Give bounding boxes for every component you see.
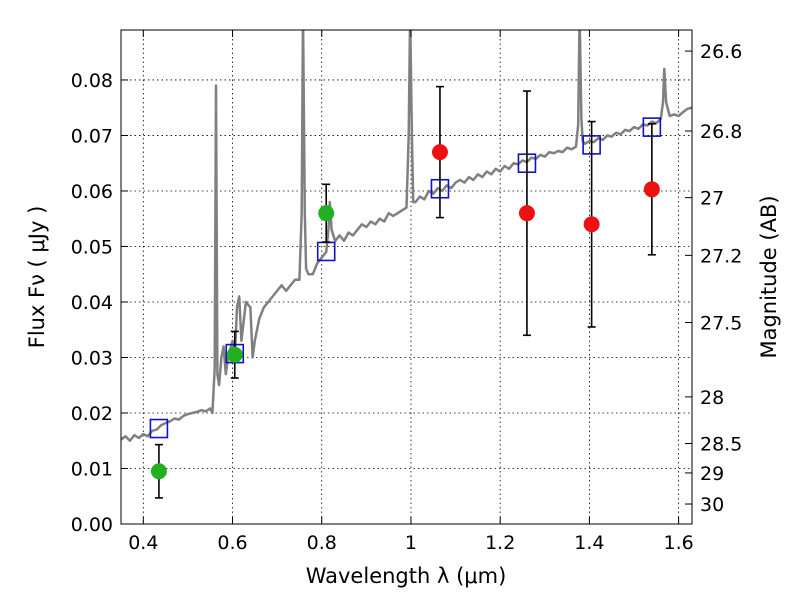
tick-labels: 0.4 0.6 0.8 1 1.2 1.4 1.6 0.00 0.01 0.02 0.03 0.04 0…	[71, 41, 743, 554]
right-tick-label: 27	[700, 188, 724, 210]
y-tick-label: 0.04	[71, 292, 113, 314]
right-tick-label: 29	[700, 463, 724, 485]
plot-frame	[120, 29, 693, 525]
right-tick-label: 27.5	[700, 313, 742, 335]
upper-point	[583, 216, 600, 233]
x-tick-label: 1.6	[664, 532, 694, 554]
model-square	[149, 418, 169, 439]
x-tick-label: 0.4	[128, 532, 158, 554]
x-tick-label: 1.2	[485, 532, 515, 554]
right-tick-label: 26.6	[700, 41, 742, 63]
sed-model-line	[121, 30, 692, 442]
x-tick-label: 0.6	[217, 532, 247, 554]
x-axis-label: Wavelength λ (μm)	[306, 564, 507, 588]
right-tick-label: 26.8	[700, 121, 742, 143]
right-tick-label: 28	[700, 387, 724, 409]
detected-point	[318, 205, 335, 222]
right-tick-label: 28.5	[700, 434, 742, 456]
right-tick-label: 27.2	[700, 245, 742, 267]
x-tick-label: 0.8	[307, 532, 337, 554]
y-tick-label: 0.01	[71, 458, 113, 480]
right-tick-label: 30	[700, 494, 724, 516]
upper-point	[643, 181, 660, 198]
y-tick-label: 0.00	[71, 514, 113, 536]
upper-point	[431, 144, 448, 161]
y-tick-label: 0.08	[71, 70, 113, 92]
right-axis-label: Magnitude (AB)	[757, 195, 781, 358]
y-tick-label: 0.05	[71, 236, 113, 258]
series-layer	[121, 30, 692, 499]
y-tick-label: 0.07	[71, 125, 113, 147]
upper-point	[518, 205, 535, 222]
plot-background	[121, 30, 692, 524]
y-tick-label: 0.06	[71, 181, 113, 203]
y-axis-label: Flux Fν ( μJy )	[25, 206, 49, 349]
y-tick-label: 0.03	[71, 347, 113, 369]
detected-point	[150, 463, 167, 480]
detected-point	[226, 346, 243, 363]
tick-marks	[121, 30, 692, 525]
x-tick-label: 1.4	[574, 532, 604, 554]
y-tick-label: 0.02	[71, 403, 113, 425]
x-tick-label: 1	[405, 532, 417, 554]
